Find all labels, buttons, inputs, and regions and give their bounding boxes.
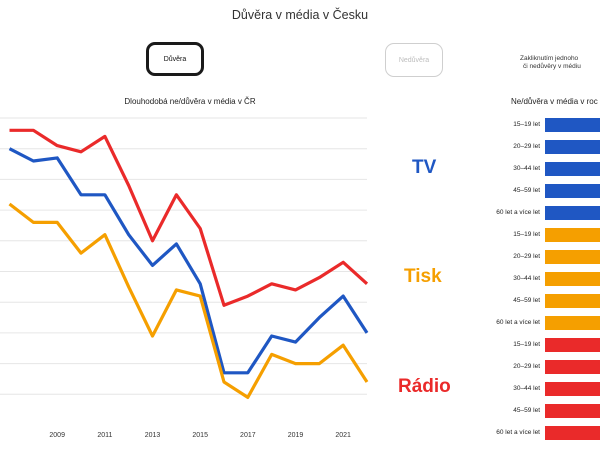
age-row-tisk-1: 15–19 let <box>470 226 600 244</box>
hint-line-2: či nedůvěry v médiu <box>523 63 581 70</box>
age-row-tisk-5: 60 let a více let <box>470 314 600 332</box>
age-row-bar[interactable] <box>545 382 600 396</box>
tv-group-label: TV <box>412 157 437 178</box>
chart-x-ticks: 2009 2011 2013 2015 2017 2019 2021 <box>49 432 351 439</box>
age-row-tv-4: 45–59 let <box>470 182 600 200</box>
age-row-bar[interactable] <box>545 250 600 264</box>
age-row-label: 30–44 let <box>513 385 540 392</box>
x-tick-label: 2019 <box>288 432 304 439</box>
age-row-bar[interactable] <box>545 206 600 220</box>
age-row-tv-2: 20–29 let <box>470 138 600 156</box>
age-row-label: 60 let a více let <box>496 209 540 216</box>
distrust-toggle-button[interactable]: Nedůvěra <box>385 43 443 77</box>
x-tick-label: 2013 <box>145 432 161 439</box>
age-row-tisk-4: 45–59 let <box>470 292 600 310</box>
trust-toggle-button[interactable]: Důvěra <box>146 42 204 76</box>
x-tick-label: 2017 <box>240 432 256 439</box>
age-row-tv-3: 30–44 let <box>470 160 600 178</box>
age-row-bar[interactable] <box>545 426 600 440</box>
chart-series-layer <box>8 128 369 399</box>
age-row-label: 30–44 let <box>513 165 540 172</box>
age-row-bar[interactable] <box>545 118 600 132</box>
age-row-bar[interactable] <box>545 162 600 176</box>
age-row-label: 60 let a více let <box>496 429 540 436</box>
x-tick-label: 2009 <box>49 432 65 439</box>
age-row-label: 15–19 let <box>513 341 540 348</box>
age-row-tisk-2: 20–29 let <box>470 248 600 266</box>
age-row-bar[interactable] <box>545 360 600 374</box>
age-row-bar[interactable] <box>545 140 600 154</box>
age-row-label: 45–59 let <box>513 187 540 194</box>
x-tick-label: 2015 <box>192 432 208 439</box>
age-row-tv-1: 15–19 let <box>470 116 600 134</box>
age-panel-title: Ne/důvěra v média v roc <box>511 97 598 106</box>
age-row-label: 20–29 let <box>513 363 540 370</box>
age-row-bar[interactable] <box>545 272 600 286</box>
instruction-hint: Zakliknutím jednoho či nedůvěry v médiu <box>520 55 600 71</box>
hint-line-1: Zakliknutím jednoho <box>520 55 579 62</box>
age-row-label: 45–59 let <box>513 297 540 304</box>
age-row-bar[interactable] <box>545 404 600 418</box>
radio-group-label: Rádio <box>398 376 451 397</box>
age-row-tv-5: 60 let a více let <box>470 204 600 222</box>
age-row-label: 60 let a více let <box>496 319 540 326</box>
age-row-rádio-2: 20–29 let <box>470 358 600 376</box>
x-tick-label: 2011 <box>97 432 112 439</box>
age-row-bar[interactable] <box>545 228 600 242</box>
age-row-tisk-3: 30–44 let <box>470 270 600 288</box>
age-row-rádio-3: 30–44 let <box>470 380 600 398</box>
age-row-label: 30–44 let <box>513 275 540 282</box>
print-group-label: Tisk <box>404 266 442 287</box>
age-row-bar[interactable] <box>545 294 600 308</box>
age-row-label: 15–19 let <box>513 231 540 238</box>
age-row-label: 20–29 let <box>513 253 540 260</box>
x-tick-label: 2021 <box>335 432 351 439</box>
age-row-bar[interactable] <box>545 184 600 198</box>
age-row-label: 15–19 let <box>513 121 540 128</box>
age-row-rádio-5: 60 let a více let <box>470 424 600 442</box>
age-row-label: 45–59 let <box>513 407 540 414</box>
page-title: Důvěra v média v Česku <box>231 8 369 22</box>
age-row-bar[interactable] <box>545 338 600 352</box>
age-row-label: 20–29 let <box>513 143 540 150</box>
series-line-tv <box>8 147 369 375</box>
age-row-rádio-1: 15–19 let <box>470 336 600 354</box>
series-line-radio <box>9 128 369 307</box>
age-row-bar[interactable] <box>545 316 600 330</box>
series-line-tisk <box>8 202 369 399</box>
age-row-rádio-4: 45–59 let <box>470 402 600 420</box>
line-chart-title: Dlouhodobá ne/důvěra v média v ČR <box>124 97 256 106</box>
